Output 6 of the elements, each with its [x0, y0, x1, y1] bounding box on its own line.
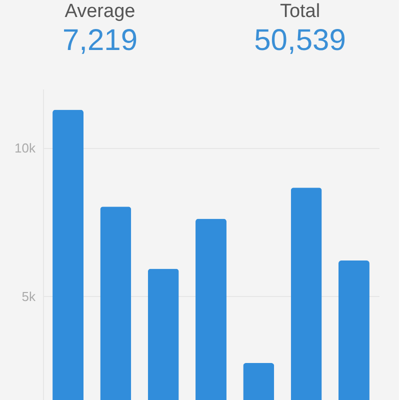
text: 50,539 [254, 24, 346, 57]
text: Total [280, 1, 320, 22]
text: 7,219 [62, 24, 138, 57]
y-tick-label: 5k [22, 288, 36, 304]
y-tick-label: 10k [14, 140, 36, 156]
text: Average [64, 1, 136, 22]
